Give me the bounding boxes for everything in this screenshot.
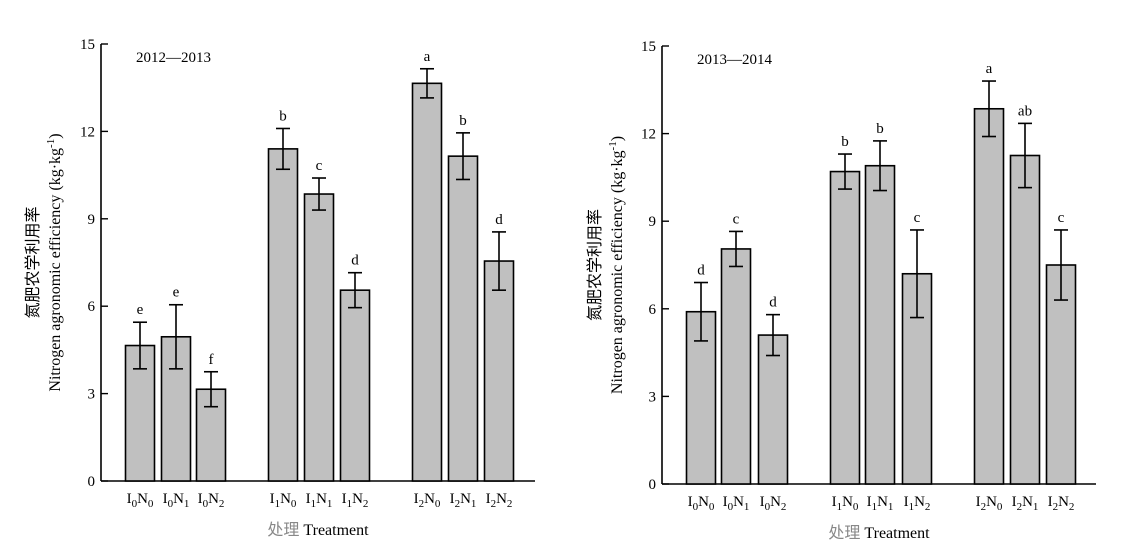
y-tick-label: 9 (88, 212, 96, 228)
bar (864, 164, 896, 485)
significance-letter: ab (1018, 103, 1032, 119)
y-tick-label: 0 (88, 474, 96, 490)
x-tick-label: I2N0 (976, 494, 1003, 513)
bar (303, 193, 335, 482)
significance-letter: e (137, 302, 144, 318)
bar (973, 107, 1005, 485)
significance-letter: d (697, 263, 705, 279)
significance-letter: c (1058, 210, 1065, 226)
chart-title: 2012—2013 (136, 50, 211, 66)
bar (411, 82, 443, 482)
significance-letter: f (209, 352, 214, 368)
x-tick-label: I0N2 (760, 494, 787, 513)
y-axis-label-en: Nitrogen agronomic efficiency (kg·kg-1) (45, 133, 64, 391)
x-tick-label: I2N1 (450, 491, 477, 510)
significance-letter: b (876, 121, 884, 137)
y-axis-label-en: Nitrogen agronomic efficiency (kg·kg-1) (607, 136, 626, 394)
bar (339, 289, 371, 482)
significance-letter: c (914, 210, 921, 226)
bar (1009, 154, 1041, 485)
y-tick-label: 9 (649, 214, 657, 230)
x-tick-label: I1N1 (306, 491, 333, 510)
bar (720, 248, 752, 485)
x-tick-label: I0N0 (127, 491, 154, 510)
chart-title: 2013—2014 (697, 52, 773, 68)
y-tick-label: 6 (649, 302, 657, 318)
y-tick-label: 15 (641, 39, 656, 55)
x-tick-label: I1N0 (832, 494, 859, 513)
y-tick-label: 3 (88, 387, 96, 403)
significance-letter: d (769, 295, 777, 311)
significance-letter: a (986, 61, 993, 77)
x-tick-label: I1N0 (270, 491, 297, 510)
bar (447, 155, 479, 482)
x-tick-label: I2N0 (414, 491, 441, 510)
x-tick-label: I2N1 (1012, 494, 1039, 513)
x-tick-label: I0N1 (723, 494, 750, 513)
bar (195, 388, 227, 482)
significance-letter: b (841, 134, 849, 150)
x-tick-label: I1N2 (904, 494, 931, 513)
bar (1045, 264, 1077, 485)
y-tick-label: 6 (88, 299, 96, 315)
chart-panel-2: 0 3 6 9 12 15 2013—2014 d I0N0 c I0N1 d I0N2 b I1N0 b I1… (586, 39, 1096, 542)
y-tick-label: 12 (80, 124, 95, 140)
x-tick-label: I0N2 (198, 491, 225, 510)
significance-letter: e (173, 285, 180, 301)
y-axis-label-cn: 氮肥农学利用率 (24, 206, 42, 318)
x-tick-label: I0N1 (163, 491, 190, 510)
significance-letter: b (279, 108, 287, 124)
y-tick-label: 15 (80, 37, 95, 53)
significance-letter: c (316, 158, 323, 174)
significance-letter: a (424, 49, 431, 65)
x-tick-label: I1N1 (867, 494, 894, 513)
chart-panel-1: 0 3 6 9 12 15 2012—2013 e I0N0 e I0N1 f I0N2 b I1N0 c I1… (24, 37, 535, 539)
significance-letter: c (733, 211, 740, 227)
x-axis-label: 处理 Treatment (828, 524, 930, 542)
y-tick-label: 0 (649, 477, 657, 493)
bar (267, 148, 299, 482)
x-tick-label: I0N0 (688, 494, 715, 513)
bar (483, 260, 515, 482)
y-axis-label-cn: 氮肥农学利用率 (586, 209, 604, 321)
significance-letter: b (459, 113, 467, 129)
bar (757, 334, 789, 485)
x-tick-label: I1N2 (342, 491, 369, 510)
bar (829, 170, 861, 485)
y-tick-label: 12 (641, 127, 656, 143)
x-tick-label: I2N2 (486, 491, 513, 510)
significance-letter: d (495, 212, 503, 228)
x-tick-label: I2N2 (1048, 494, 1075, 513)
x-axis-label: 处理 Treatment (267, 521, 369, 539)
significance-letter: d (351, 253, 359, 269)
y-tick-label: 3 (649, 389, 657, 405)
